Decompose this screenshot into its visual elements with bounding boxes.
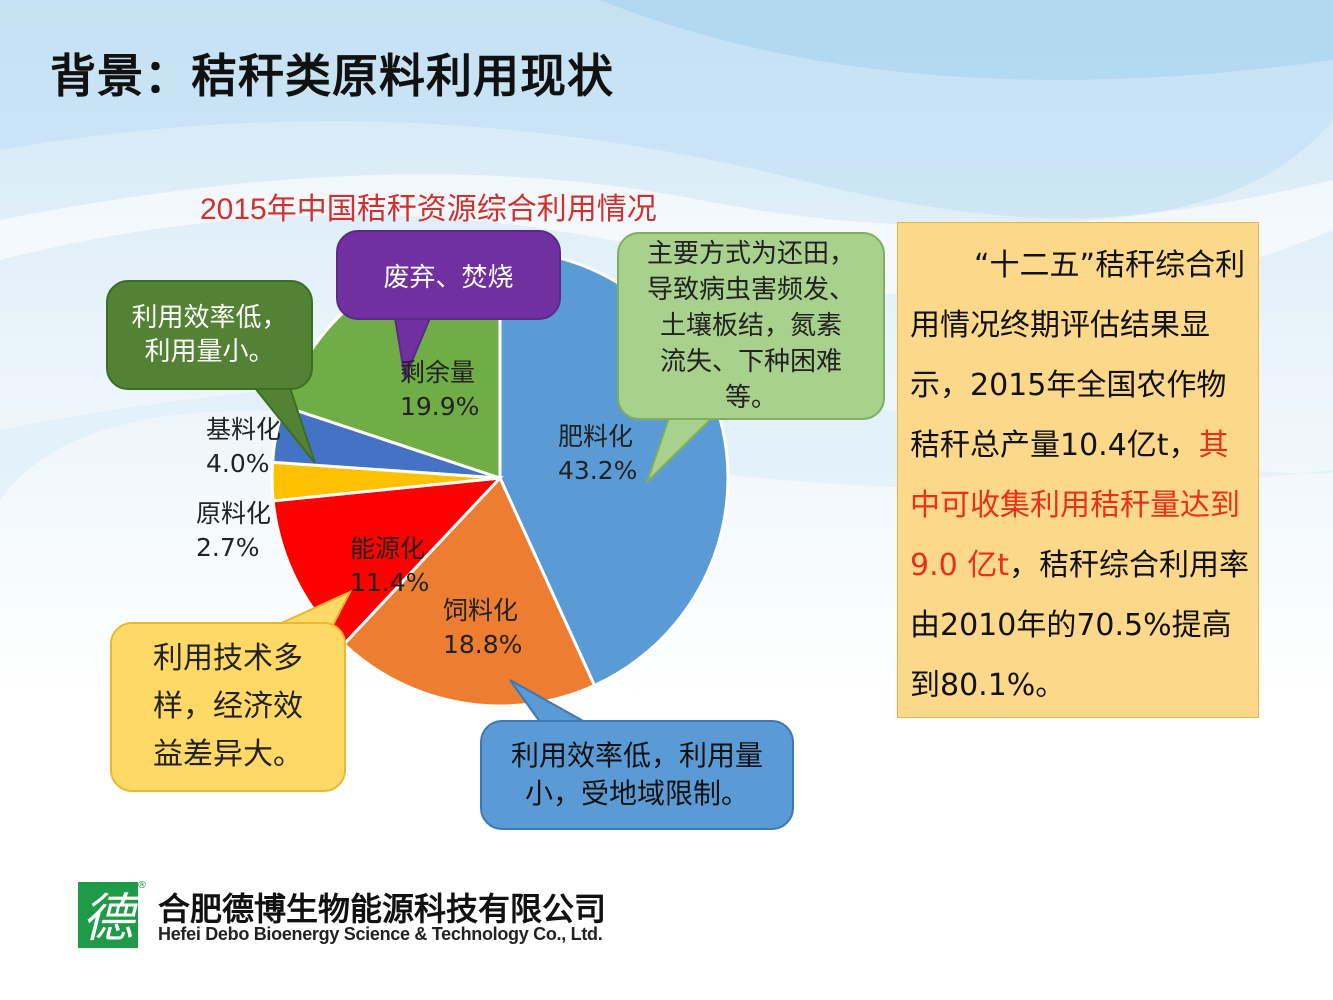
callout-feed: 利用效率低，利用量 小，受地域限制。 bbox=[480, 720, 794, 830]
pie-label-name: 肥料化 bbox=[558, 422, 634, 451]
pie-label-name: 基料化 bbox=[206, 415, 282, 444]
logo-glyph: 德 bbox=[82, 889, 142, 949]
callout-text: 利用效率低，利用量 小，受地域限制。 bbox=[510, 739, 763, 810]
pie-label-surplus: 剩余量 19.9% bbox=[400, 356, 479, 424]
company-name-cn: 合肥德博生物能源科技有限公司 bbox=[158, 890, 607, 928]
callout-text: 利用效率低， 利用量小。 bbox=[131, 303, 288, 367]
summary-text: “十二五”秸秆综合利用情况终期评估结果显示，2015年全国农作物秸秆总产量10.… bbox=[910, 236, 1250, 716]
summary-box bbox=[897, 222, 1259, 718]
callout-text: 利用技术多 样，经济效 益差异大。 bbox=[153, 641, 303, 772]
pie-label-feed: 饲料化 18.8% bbox=[443, 594, 522, 662]
pie-label-value: 19.9% bbox=[400, 392, 480, 421]
callout-text: 废弃、焚烧 bbox=[383, 262, 514, 293]
pie-label-material: 原料化 2.7% bbox=[196, 497, 271, 565]
pie-slice-1 bbox=[341, 475, 597, 708]
pie-label-substrate: 基料化 4.0% bbox=[206, 413, 281, 481]
pie-label-value: 43.2% bbox=[558, 456, 638, 485]
callout-fertilizer: 主要方式为还田， 导致病虫害频发、 土壤板结，氮素 流失、下种困难 等。 bbox=[617, 232, 885, 420]
pie-label-value: 2.7% bbox=[196, 533, 260, 562]
pie-label-name: 能源化 bbox=[350, 534, 426, 563]
pie-label-value: 11.4% bbox=[350, 568, 430, 597]
chart-title: 2015年中国秸秆资源综合利用情况 bbox=[200, 193, 657, 226]
pie-label-fertilizer: 肥料化 43.2% bbox=[558, 420, 637, 488]
callout-substrate: 利用效率低， 利用量小。 bbox=[106, 280, 313, 390]
callout-energy: 利用技术多 样，经济效 益差异大。 bbox=[110, 622, 346, 792]
pie-label-energy: 能源化 11.4% bbox=[350, 532, 429, 600]
summary-highlight: 其中可收集利用秸秆量达到9.0 亿t bbox=[910, 428, 1240, 583]
callout-burning: 废弃、焚烧 bbox=[336, 230, 561, 320]
pie-label-name: 饲料化 bbox=[443, 596, 519, 625]
logo-registered-mark: ® bbox=[137, 880, 146, 891]
slide-title: 背景：秸秆类原料利用现状 bbox=[50, 49, 614, 103]
pie-label-name: 剩余量 bbox=[400, 358, 476, 387]
summary-part3: ，秸秆综合利用率由2010年的70.5%提高到80.1%。 bbox=[910, 548, 1250, 703]
pie-label-value: 18.8% bbox=[443, 630, 523, 659]
callout-text: 主要方式为还田， 导致病虫害频发、 土壤板结，氮素 流失、下种困难 等。 bbox=[646, 239, 855, 413]
company-logo-icon: 德 ® bbox=[78, 880, 146, 949]
summary-part1: “十二五”秸秆综合利用情况终期评估结果显示，2015年全国农作物秸秆总产量10.… bbox=[910, 248, 1246, 463]
pie-label-value: 4.0% bbox=[206, 449, 270, 478]
company-name-en: Hefei Debo Bioenergy Science & Technolog… bbox=[158, 924, 603, 944]
pie-label-name: 原料化 bbox=[196, 499, 272, 528]
